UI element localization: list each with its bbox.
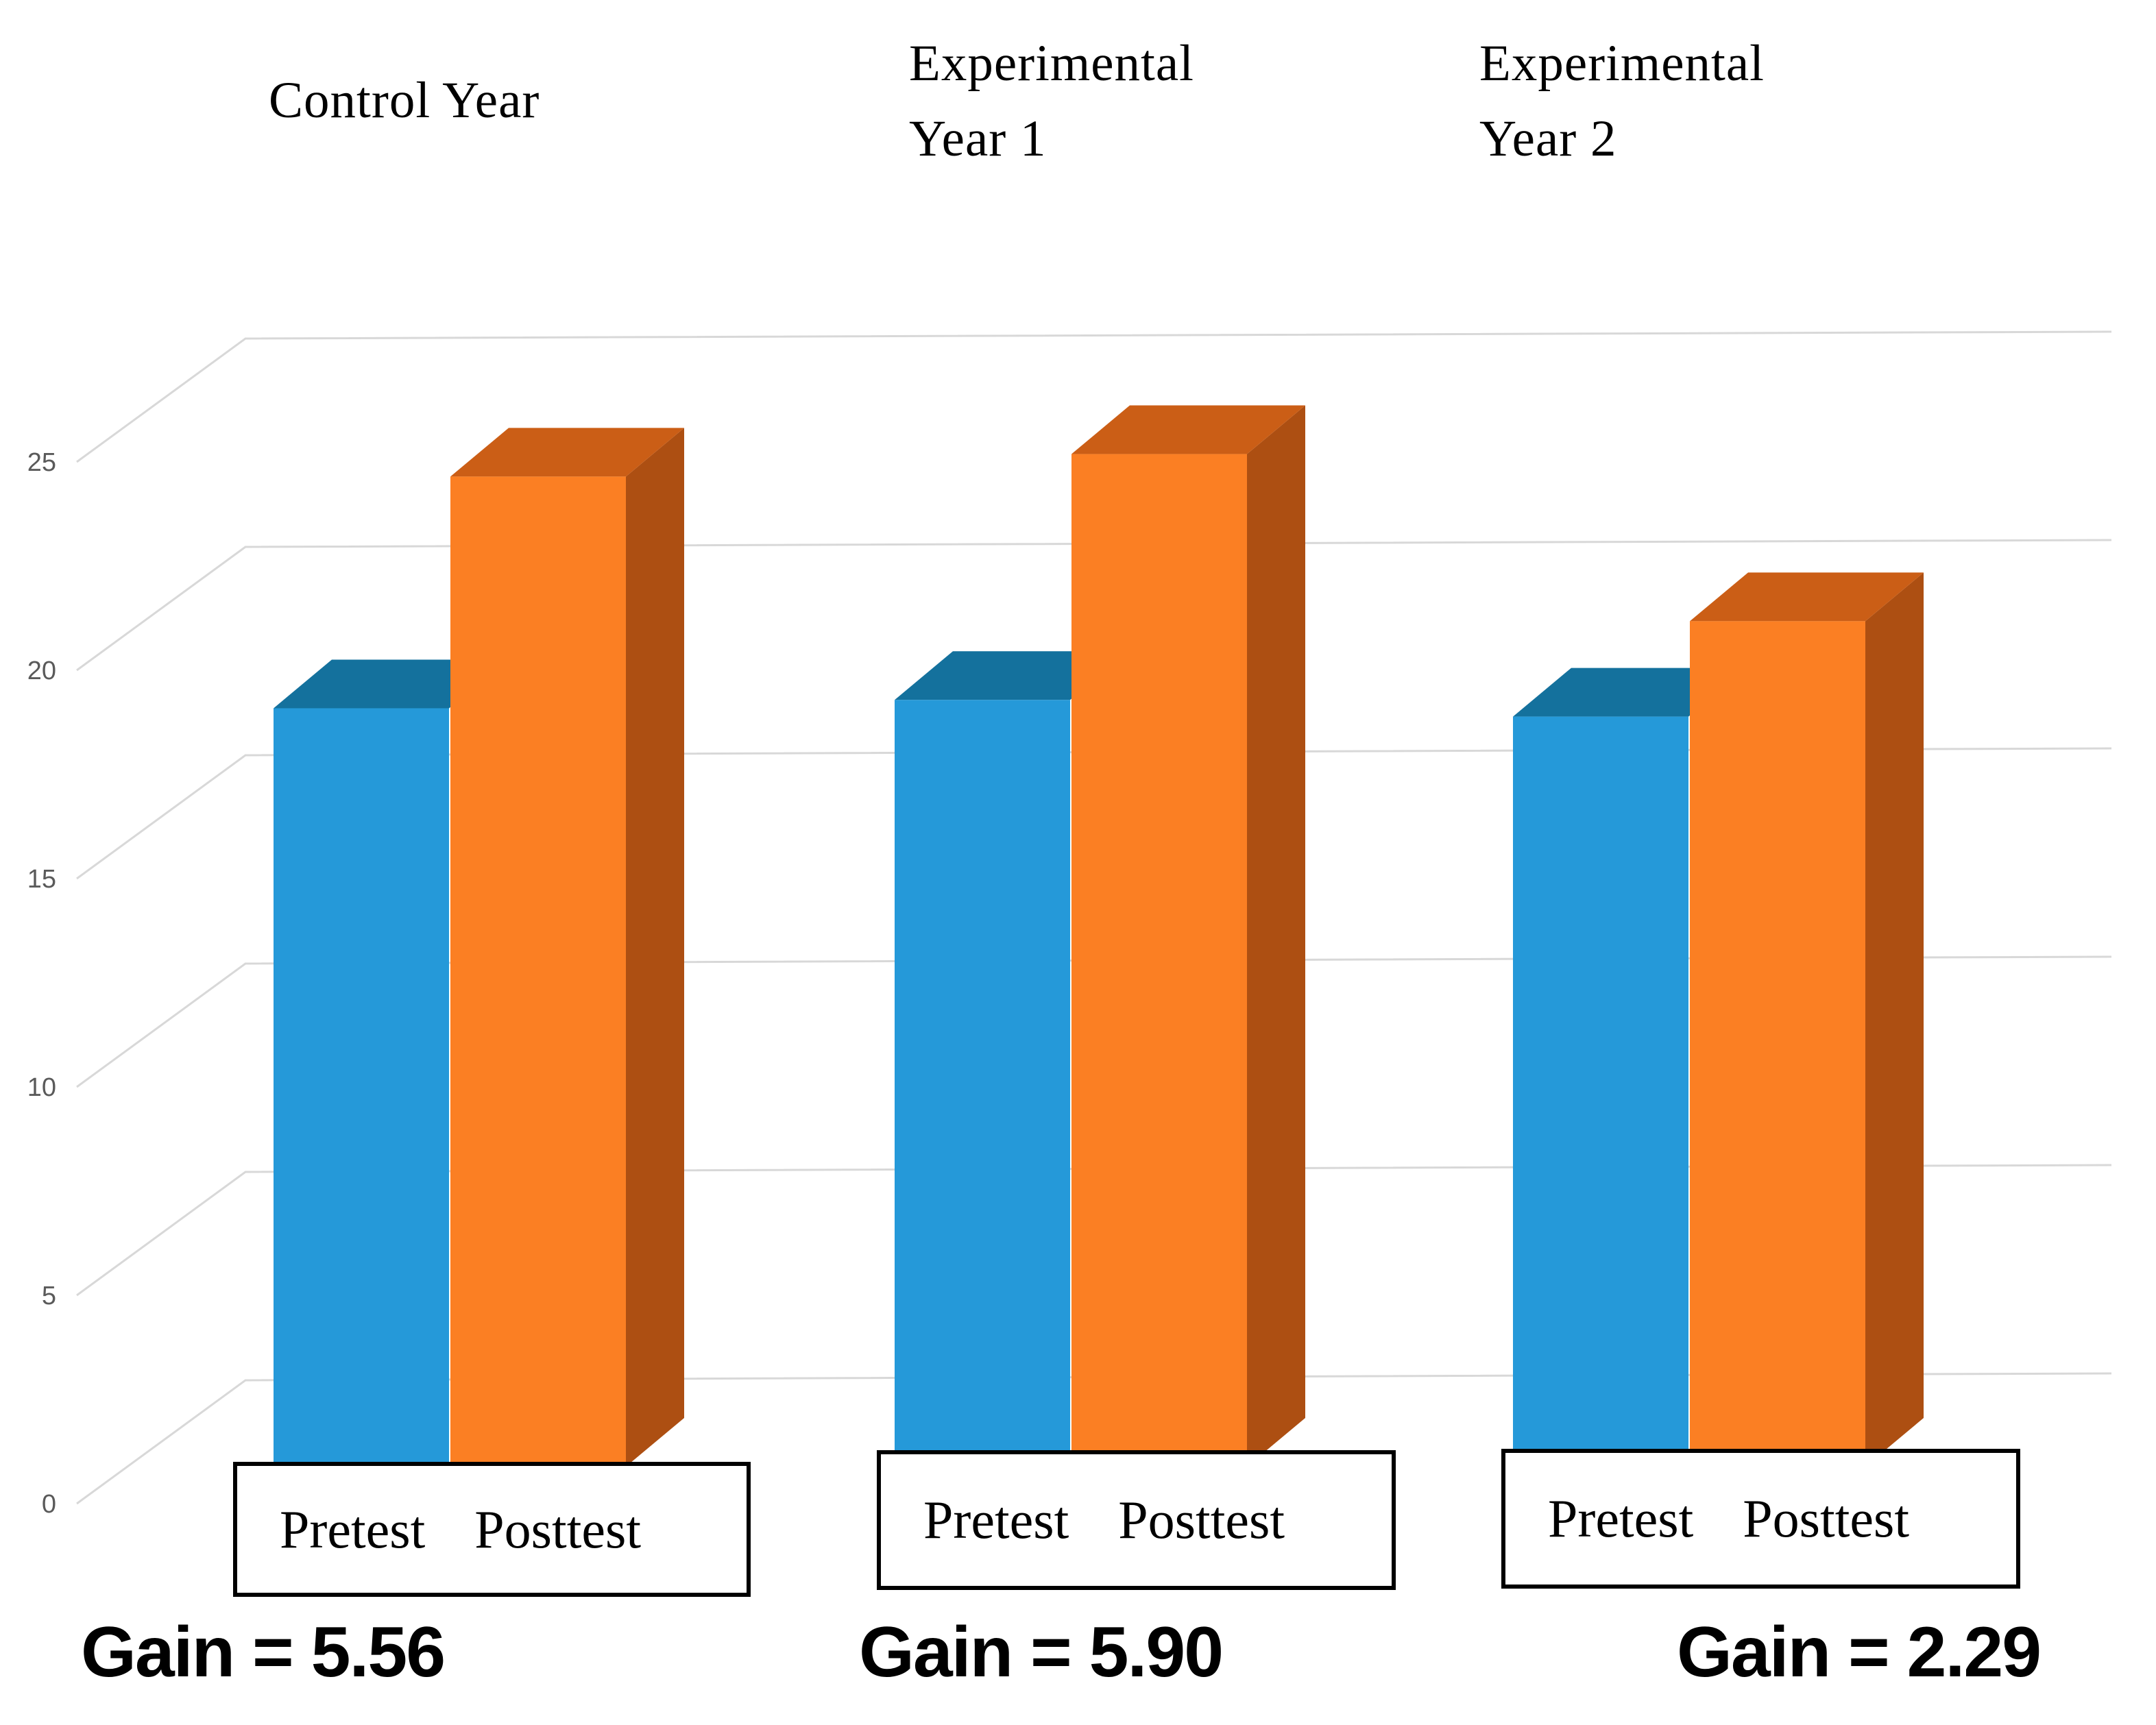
- legend-posttest-label: Posttest: [1118, 1490, 1285, 1550]
- legend-pretest-label: Pretest: [1548, 1489, 1694, 1548]
- legend-box-control-year: Pretest Posttest: [233, 1462, 751, 1597]
- y-axis-tick-label: 15: [27, 865, 56, 894]
- posttest-bar: [450, 476, 626, 1467]
- gridline-5: [76, 1164, 2112, 1297]
- legend-posttest-label: Posttest: [1743, 1489, 1910, 1548]
- pretest-bar-top-face: [1513, 668, 1747, 717]
- pretest-bar: [1513, 716, 1688, 1467]
- gain-label-experimental-year-1: Gain = 5.90: [859, 1613, 1224, 1692]
- pretest-bar-top-face: [274, 659, 507, 709]
- pretest-bar: [274, 708, 449, 1467]
- legend-pretest-label: Pretest: [280, 1499, 426, 1559]
- posttest-bar-side-face: [1247, 405, 1305, 1467]
- posttest-bar: [1690, 621, 1865, 1467]
- y-axis-tick-label: 10: [27, 1073, 56, 1102]
- gain-label-control-year: Gain = 5.56: [81, 1613, 446, 1692]
- y-axis-tick-label: 25: [27, 448, 56, 477]
- group-title-line: Year 1: [909, 110, 1047, 167]
- group-title-control-year: Control Year: [269, 63, 540, 138]
- gridline-15: [76, 747, 2112, 880]
- posttest-bar-top-face: [1071, 405, 1305, 454]
- gain-label-experimental-year-2: Gain = 2.29: [1677, 1613, 2042, 1692]
- posttest-bar-side-face: [626, 428, 684, 1467]
- posttest-bar: [1071, 454, 1247, 1467]
- group-title-line: Experimental: [1479, 35, 1765, 92]
- y-axis-tick-label: 0: [42, 1490, 56, 1519]
- posttest-bar-top-face: [1690, 572, 1924, 622]
- gridline-25: [76, 330, 2112, 463]
- legend-box-experimental-year-1: Pretest Posttest: [877, 1450, 1396, 1590]
- posttest-bar-side-face: [1865, 572, 1924, 1467]
- posttest-bar-top-face: [450, 428, 684, 477]
- group-title-line: Control Year: [269, 72, 540, 129]
- legend-pretest-label: Pretest: [923, 1490, 1069, 1550]
- gridline-10: [76, 955, 2112, 1088]
- gridline-0: [76, 1372, 2112, 1505]
- legend-posttest-label: Posttest: [474, 1499, 642, 1559]
- group-title-line: Year 2: [1479, 110, 1617, 167]
- group-title-line: Experimental: [909, 35, 1195, 92]
- pretest-bar-top-face: [895, 651, 1128, 700]
- legend-box-experimental-year-2: Pretest Posttest: [1501, 1449, 2020, 1589]
- y-axis-tick-label: 20: [27, 657, 56, 685]
- gridline-20: [76, 539, 2112, 672]
- group-title-experimental-year-1: Experimental Year 1: [909, 26, 1194, 177]
- y-axis-tick-label: 5: [42, 1282, 56, 1310]
- group-title-experimental-year-2: Experimental Year 2: [1479, 26, 1765, 177]
- pretest-bar: [895, 700, 1070, 1467]
